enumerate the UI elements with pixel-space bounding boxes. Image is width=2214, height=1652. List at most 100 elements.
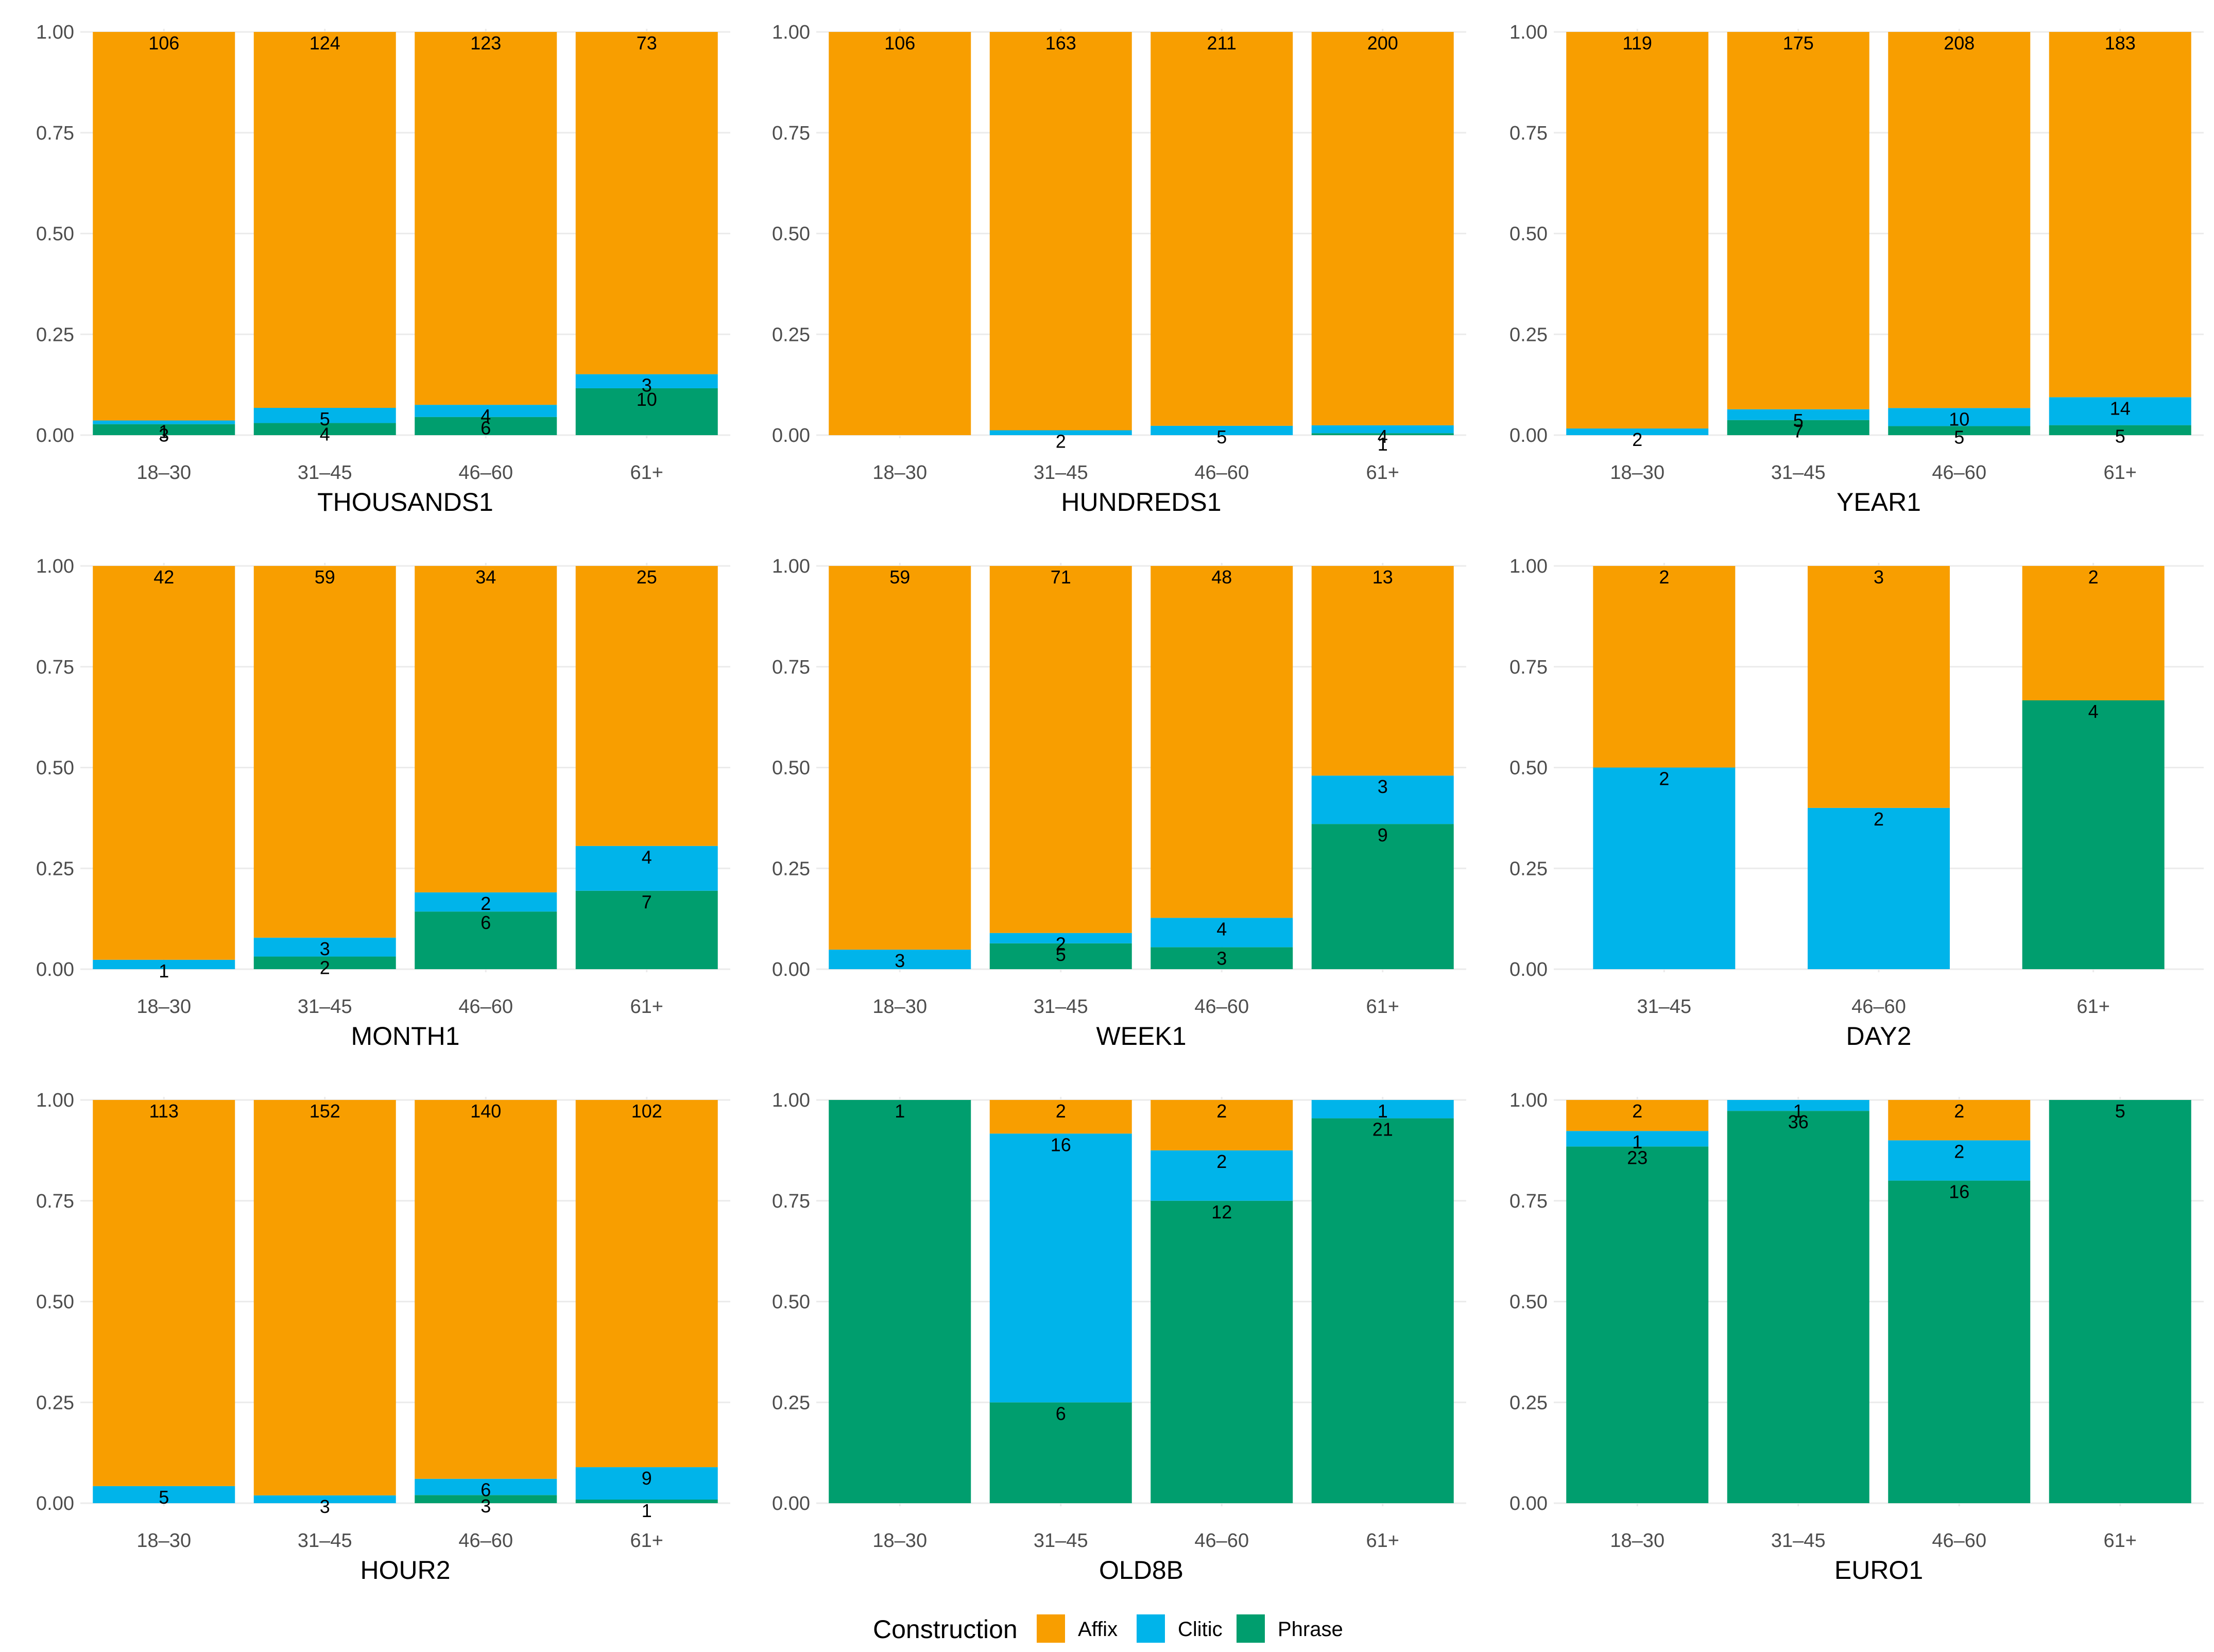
- bar-day2-61-affix: [2022, 566, 2165, 700]
- bar-hundreds1-18-30-affix: [829, 32, 971, 435]
- panel-hundreds1: 0.00 0.25 0.50 0.75 1.00 106 18–30 2 163 31–45 5 21…: [772, 22, 1466, 517]
- y-tick-label: 0.00: [1509, 425, 1548, 446]
- data-label-phrase: 21: [1372, 1119, 1393, 1140]
- bar-year1-61-phrase: [2049, 425, 2191, 435]
- data-label-phrase: 4: [2088, 701, 2099, 722]
- data-label-phrase: 23: [1627, 1147, 1647, 1168]
- y-tick-label: 0.00: [1509, 959, 1548, 980]
- data-label-affix: 102: [631, 1100, 662, 1122]
- data-label-clitic: 1: [1378, 1100, 1388, 1122]
- bar-hundreds1-46-60-affix: [1151, 32, 1293, 426]
- data-label-clitic: 1: [159, 421, 169, 442]
- data-label-phrase: 5: [2115, 1100, 2125, 1122]
- y-tick-label: 0.25: [1509, 324, 1548, 346]
- data-label-phrase: 6: [480, 418, 491, 439]
- bar-old8b-46-60-phrase: [1151, 1200, 1293, 1503]
- x-tick-label: 61+: [1366, 462, 1399, 484]
- bar-month1-31-45-phrase: [253, 956, 396, 969]
- bar-old8b-31-45-clitic: [989, 1133, 1132, 1403]
- x-tick-label: 61+: [2104, 1530, 2137, 1552]
- bar-hour2-31-45-affix: [253, 1100, 396, 1495]
- bar-day2-61-phrase: [2022, 700, 2165, 969]
- bar-thousands1-61-clitic: [575, 374, 718, 388]
- data-label-clitic: 2: [1216, 1151, 1227, 1172]
- x-tick-label: 31–45: [1637, 996, 1691, 1018]
- x-tick-label: 61+: [1366, 1530, 1399, 1552]
- data-label-affix: 140: [470, 1100, 501, 1122]
- panel-title: YEAR1: [1837, 488, 1921, 517]
- bar-hour2-61-affix: [575, 1100, 718, 1468]
- bar-euro1-61-phrase: [2049, 1100, 2191, 1503]
- y-tick-label: 0.50: [36, 1292, 74, 1313]
- data-label-affix: 152: [310, 1100, 340, 1122]
- bar-old8b-31-45-affix: [989, 1100, 1132, 1134]
- bar-week1-31-45-phrase: [989, 943, 1132, 969]
- x-tick-label: 61+: [2076, 996, 2109, 1018]
- y-tick-label: 0.75: [36, 657, 74, 678]
- bar-hour2-46-60-clitic: [415, 1478, 557, 1495]
- data-label-clitic: 2: [1874, 808, 1884, 830]
- bar-year1-61-affix: [2049, 32, 2191, 398]
- data-label-phrase: 1: [642, 1500, 652, 1521]
- data-label-clitic: 4: [642, 847, 652, 868]
- bar-thousands1-61-affix: [575, 32, 718, 374]
- bar-month1-46-60-phrase: [415, 911, 557, 969]
- data-label-phrase: 3: [159, 425, 169, 446]
- y-tick-label: 0.50: [772, 223, 810, 245]
- bar-thousands1-31-45-affix: [253, 32, 396, 408]
- bar-year1-46-60-clitic: [1888, 408, 2031, 426]
- y-tick-label: 0.25: [36, 858, 74, 880]
- bar-euro1-46-60-phrase: [1888, 1180, 2031, 1503]
- x-tick-label: 46–60: [1851, 996, 1906, 1018]
- data-label-phrase: 3: [1216, 948, 1227, 969]
- bar-month1-61-phrase: [575, 890, 718, 969]
- bar-month1-31-45-clitic: [253, 937, 396, 957]
- bar-day2-31-45-affix: [1593, 566, 1736, 768]
- panel-old8b: 0.00 0.25 0.50 0.75 1.00 1 18–30 6 16 2 31–45 12 2 2 4…: [772, 1090, 1466, 1585]
- bar-year1-31-45-affix: [1727, 32, 1869, 409]
- y-tick-label: 0.00: [772, 425, 810, 446]
- panel-year1: 0.000.250.500.751.00211918–307517531–455…: [1509, 22, 2204, 517]
- data-label-affix: 175: [1783, 32, 1814, 54]
- bar-old8b-46-60-affix: [1151, 1100, 1293, 1150]
- data-label-clitic: 9: [642, 1468, 652, 1489]
- data-label-phrase: 1: [1378, 434, 1388, 455]
- data-label-phrase: 7: [642, 891, 652, 913]
- x-tick-label: 18–30: [136, 1530, 191, 1552]
- bar-year1-18-30-affix: [1566, 32, 1709, 429]
- legend-label-phrase: Phrase: [1278, 1618, 1343, 1641]
- data-label-phrase: 16: [1949, 1181, 1969, 1202]
- y-tick-label: 0.75: [36, 1191, 74, 1212]
- legend-swatch-phrase: [1237, 1614, 1265, 1643]
- bar-year1-46-60-phrase: [1888, 426, 2031, 435]
- y-tick-label: 0.00: [36, 425, 74, 446]
- panel-title: WEEK1: [1096, 1022, 1186, 1051]
- x-tick-label: 61+: [2104, 462, 2137, 484]
- data-label-affix: 2: [1632, 1100, 1642, 1122]
- bar-year1-61-clitic: [2049, 397, 2191, 425]
- bar-week1-18-30-affix: [829, 566, 971, 950]
- data-label-affix: 3: [1874, 566, 1884, 588]
- data-label-clitic: 5: [320, 408, 330, 429]
- bar-day2-31-45-clitic: [1593, 767, 1736, 969]
- panel-title: MONTH1: [351, 1022, 459, 1051]
- x-tick-label: 46–60: [1932, 1530, 1986, 1552]
- data-label-phrase: 4: [320, 423, 330, 444]
- data-label-affix: 163: [1045, 32, 1076, 54]
- y-tick-label: 0.00: [36, 959, 74, 980]
- bar-month1-31-45-affix: [253, 566, 396, 938]
- y-tick-label: 0.25: [36, 324, 74, 346]
- panel-title: DAY2: [1846, 1022, 1912, 1051]
- data-label-phrase: 3: [480, 1495, 491, 1517]
- data-label-clitic: 1: [1632, 1131, 1642, 1152]
- data-label-phrase: 6: [480, 912, 491, 933]
- bar-week1-31-45-affix: [989, 566, 1132, 933]
- x-tick-label: 46–60: [458, 462, 513, 484]
- y-tick-label: 1.00: [36, 22, 74, 43]
- bar-week1-61-phrase: [1311, 824, 1454, 969]
- bar-month1-61-clitic: [575, 846, 718, 891]
- data-label-phrase: 9: [1378, 824, 1388, 846]
- bar-thousands1-46-60-affix: [415, 32, 557, 405]
- data-label-clitic: 4: [480, 405, 491, 426]
